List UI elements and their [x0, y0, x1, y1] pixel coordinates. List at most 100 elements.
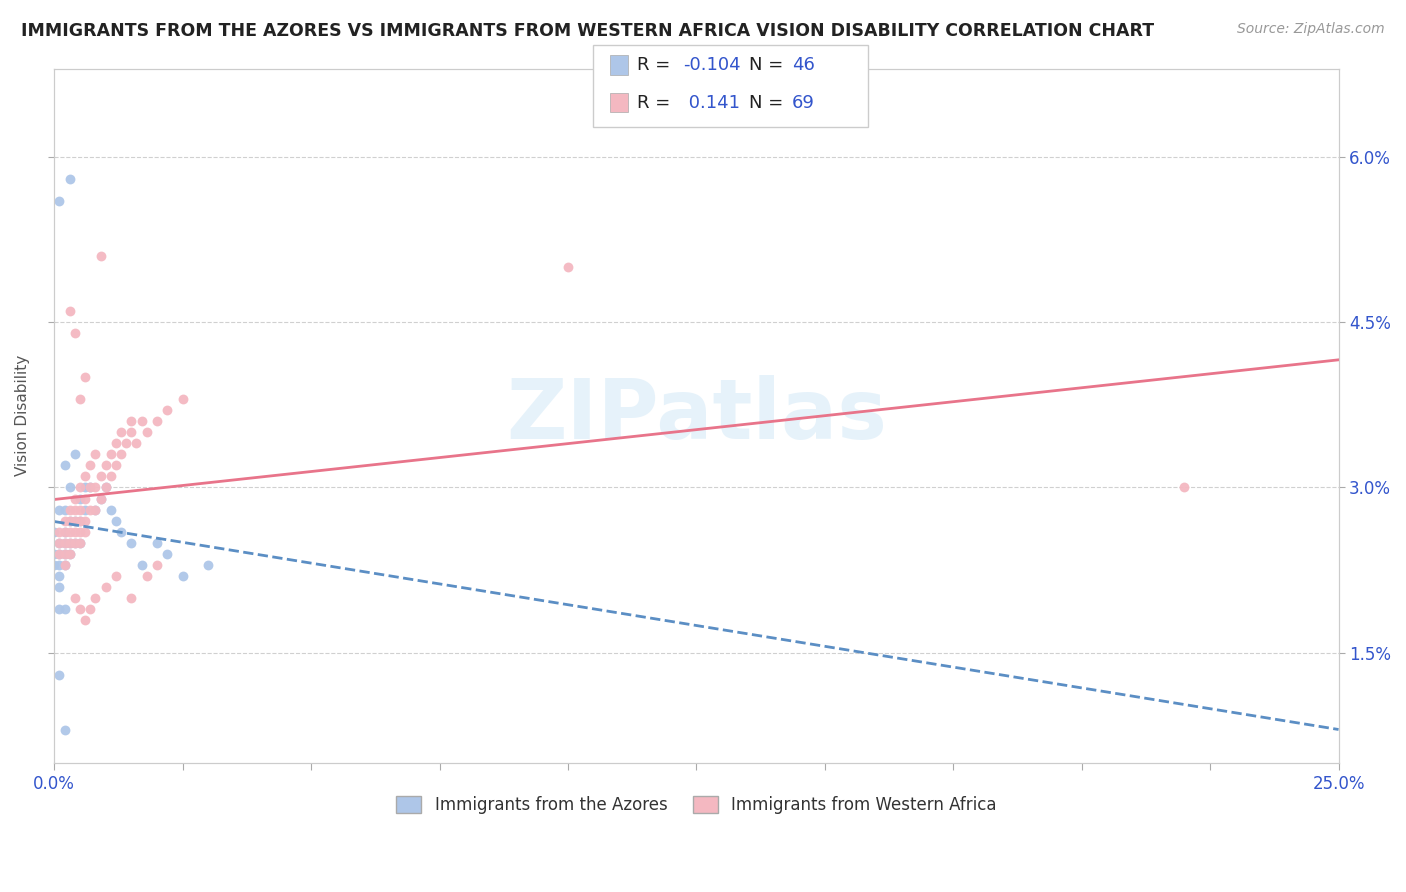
Point	[79, 481, 101, 495]
Point	[75, 370, 97, 384]
Y-axis label: Vision Disability: Vision Disability	[15, 355, 30, 476]
Point	[48, 580, 70, 594]
Point	[59, 524, 82, 539]
Point	[63, 502, 86, 516]
Point	[79, 458, 101, 473]
Point	[110, 524, 132, 539]
Point	[48, 601, 70, 615]
Point	[104, 514, 127, 528]
Point	[75, 481, 97, 495]
Point	[84, 502, 107, 516]
Point	[146, 414, 169, 428]
Point	[79, 601, 101, 615]
Point	[59, 514, 82, 528]
Point	[53, 547, 76, 561]
Legend: Immigrants from the Azores, Immigrants from Western Africa: Immigrants from the Azores, Immigrants f…	[387, 786, 1007, 824]
Point	[59, 535, 82, 549]
Point	[94, 458, 117, 473]
Point	[53, 458, 76, 473]
Point	[69, 535, 91, 549]
Point	[44, 558, 66, 572]
Point	[48, 502, 70, 516]
Point	[48, 558, 70, 572]
Text: N =: N =	[749, 56, 789, 74]
Point	[156, 547, 179, 561]
Point	[48, 535, 70, 549]
Point	[90, 249, 112, 263]
Point	[59, 304, 82, 318]
Point	[48, 568, 70, 582]
Point	[79, 481, 101, 495]
Point	[59, 547, 82, 561]
Point	[197, 558, 219, 572]
Point	[104, 568, 127, 582]
Point	[53, 601, 76, 615]
Point	[84, 481, 107, 495]
Point	[75, 491, 97, 506]
Point	[100, 447, 122, 461]
Point	[63, 514, 86, 528]
Point	[75, 524, 97, 539]
Point	[120, 425, 142, 440]
Point	[75, 469, 97, 483]
Point	[63, 535, 86, 549]
Point	[69, 481, 91, 495]
Point	[53, 535, 76, 549]
Point	[69, 502, 91, 516]
Point	[69, 535, 91, 549]
Point	[84, 591, 107, 605]
Point	[75, 613, 97, 627]
Point	[100, 469, 122, 483]
Point	[94, 481, 117, 495]
Point	[79, 502, 101, 516]
Point	[59, 514, 82, 528]
Point	[557, 260, 579, 274]
Point	[59, 171, 82, 186]
Point	[90, 491, 112, 506]
Point	[146, 535, 169, 549]
Point	[135, 568, 157, 582]
Point	[120, 591, 142, 605]
Point	[53, 514, 76, 528]
Point	[69, 491, 91, 506]
Point	[48, 547, 70, 561]
Point	[131, 558, 153, 572]
Point	[110, 425, 132, 440]
Point	[53, 524, 76, 539]
Point	[63, 524, 86, 539]
Point	[131, 414, 153, 428]
Point	[53, 524, 76, 539]
Point	[146, 558, 169, 572]
Point	[156, 403, 179, 417]
Point	[44, 547, 66, 561]
Point	[172, 568, 194, 582]
Text: N =: N =	[749, 94, 789, 112]
Point	[44, 524, 66, 539]
Point	[48, 194, 70, 208]
Point	[48, 524, 70, 539]
Point	[75, 514, 97, 528]
Point	[115, 436, 138, 450]
Point	[59, 535, 82, 549]
Point	[84, 447, 107, 461]
Text: -0.104: -0.104	[683, 56, 741, 74]
Point	[59, 547, 82, 561]
Point	[69, 392, 91, 407]
Point	[48, 668, 70, 682]
Point	[63, 514, 86, 528]
Point	[63, 447, 86, 461]
Text: 0.141: 0.141	[683, 94, 741, 112]
Point	[110, 447, 132, 461]
Point	[90, 469, 112, 483]
Point	[172, 392, 194, 407]
Point	[63, 591, 86, 605]
Point	[53, 558, 76, 572]
Point	[120, 414, 142, 428]
Point	[69, 514, 91, 528]
Point	[75, 502, 97, 516]
Text: R =: R =	[637, 94, 676, 112]
Point	[90, 491, 112, 506]
Text: 46: 46	[792, 56, 814, 74]
Point	[63, 326, 86, 340]
Text: ZIPatlas: ZIPatlas	[506, 376, 887, 457]
